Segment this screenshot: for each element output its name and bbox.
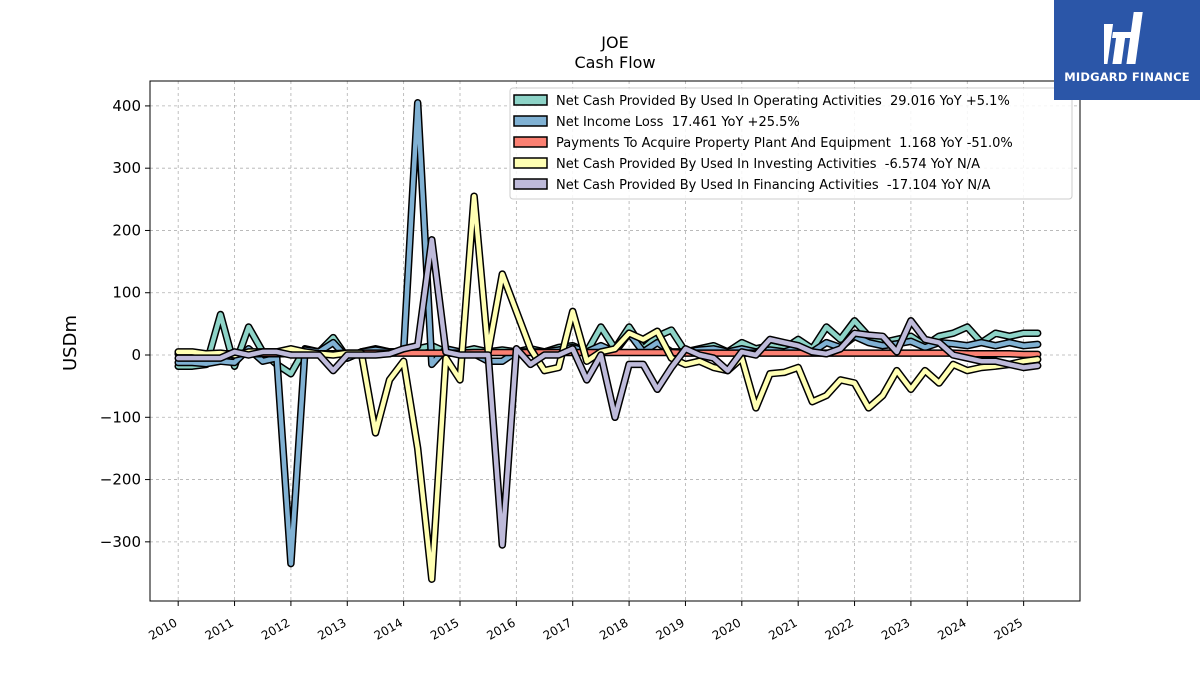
x-tick-label: 2022 [823, 615, 856, 642]
legend-frame [509, 87, 1073, 200]
y-tick-label: −300 [100, 533, 141, 551]
legend-swatch-1 [513, 94, 548, 106]
chart-title: JOE [600, 33, 628, 52]
y-tick-label: 0 [131, 346, 141, 364]
legend-swatch-4 [513, 157, 548, 169]
legend-swatch-2 [513, 115, 548, 127]
x-tick-label: 2024 [935, 615, 968, 642]
x-tick-label: 2021 [766, 615, 799, 642]
x-tick-label: 2013 [315, 615, 348, 642]
y-tick-label: −200 [100, 471, 141, 489]
x-tick-label: 2011 [203, 615, 236, 642]
series-layer [174, 99, 1042, 583]
series-5 [174, 236, 1042, 549]
legend: Net Cash Provided By Used In Operating A… [509, 87, 1073, 200]
series-5-line [175, 237, 1040, 548]
y-tick-label: 100 [112, 284, 141, 302]
y-tick-label: 200 [112, 221, 141, 239]
legend-swatch-5 [513, 178, 548, 190]
x-tick-label: 2019 [654, 615, 687, 642]
x-tick-label: 2018 [597, 615, 630, 642]
plot-frame [149, 80, 1081, 602]
midgard-logo-icon [1104, 12, 1143, 64]
x-tick-label: 2017 [541, 615, 574, 642]
midgard-finance-logo: MIDGARD FINANCE [1054, 0, 1200, 100]
legend-swatch-3 [513, 136, 548, 148]
logo-text: MIDGARD FINANCE [1064, 70, 1190, 84]
x-tick-label: 2016 [484, 615, 517, 642]
y-tick-label: 300 [112, 159, 141, 177]
legend-entry-4: Net Cash Provided By Used In Investing A… [556, 157, 980, 172]
x-tick-label: 2023 [879, 615, 912, 642]
x-tick-label: 2012 [259, 615, 292, 642]
x-tick-label: 2015 [428, 615, 461, 642]
x-tick-label: 2010 [146, 615, 179, 642]
x-tick-label: 2025 [992, 615, 1025, 642]
y-tick-label: −100 [100, 408, 141, 426]
y-axis-label: USDm [60, 315, 81, 371]
x-tick-label: 2020 [710, 615, 743, 642]
chart-subtitle: Cash Flow [574, 53, 655, 72]
legend-entry-3: Payments To Acquire Property Plant And E… [556, 136, 1013, 151]
legend-entry-1: Net Cash Provided By Used In Operating A… [556, 94, 1010, 109]
x-tick-label: 2014 [372, 615, 405, 642]
y-tick-label: 400 [112, 97, 141, 115]
legend-entry-2: Net Income Loss 17.461 YoY +25.5% [556, 115, 800, 130]
legend-entry-5: Net Cash Provided By Used In Financing A… [556, 178, 991, 193]
